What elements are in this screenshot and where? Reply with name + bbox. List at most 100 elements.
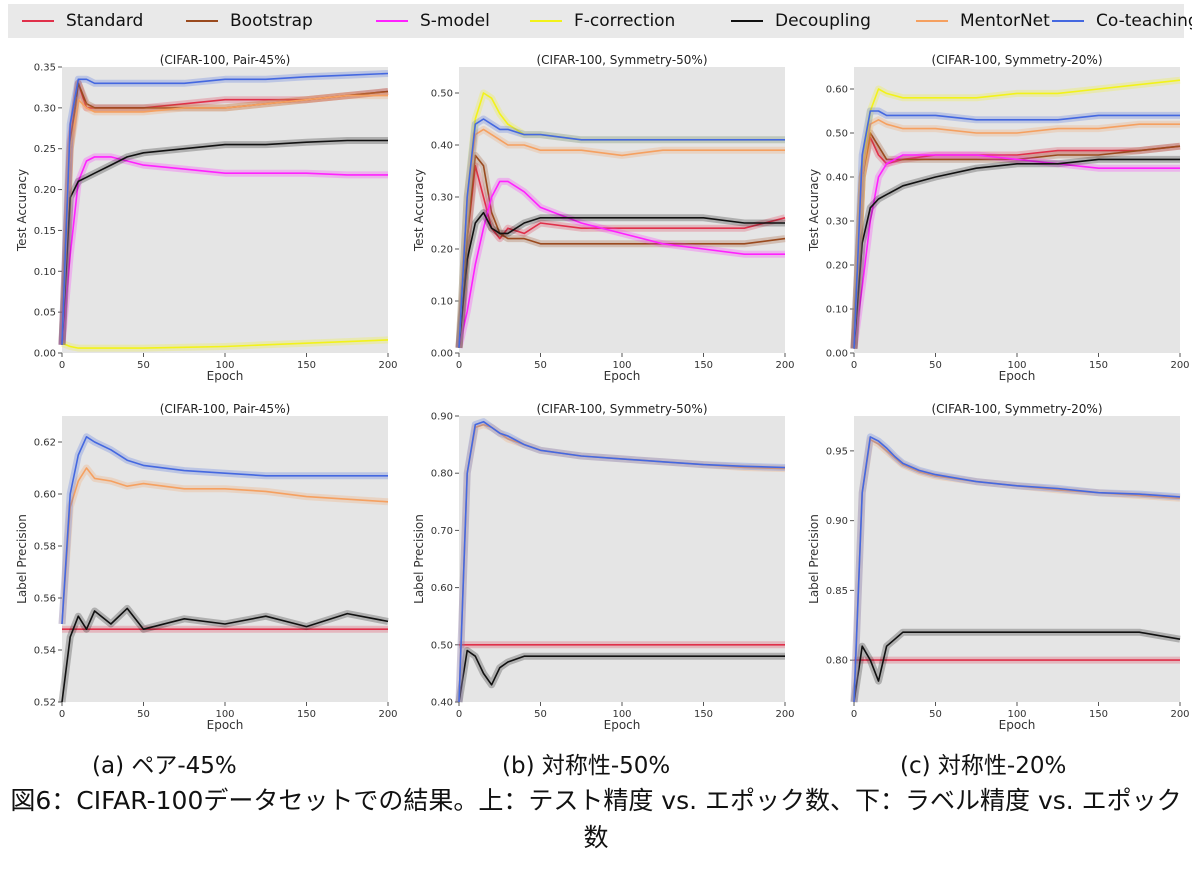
x-tick-label: 50 (929, 360, 942, 371)
chart-title: (CIFAR-100, Pair-45%) (160, 53, 291, 67)
series-line-decoupling (853, 158, 1180, 349)
legend-swatch (1052, 20, 1084, 22)
series-line-mentornet (458, 128, 785, 348)
x-tick-label: 200 (378, 360, 397, 371)
y-tick-label: 0.40 (431, 698, 453, 709)
series-line-s-model (61, 156, 388, 345)
x-tick-label: 50 (929, 709, 942, 720)
x-axis-label: Epoch (604, 718, 641, 732)
x-tick-label: 100 (612, 709, 631, 720)
y-tick-label: 0.60 (431, 583, 453, 594)
x-tick-label: 150 (1089, 360, 1108, 371)
y-tick-label: 0.35 (34, 63, 56, 74)
x-tick-label: 0 (59, 709, 65, 720)
x-tick-label: 200 (378, 709, 397, 720)
x-tick-label: 100 (612, 360, 631, 371)
chart-top-right: (CIFAR-100, Symmetry-20%) 0.00 0.10 0.20 0.3… (807, 53, 1190, 383)
x-tick-label: 150 (297, 360, 316, 371)
y-tick-label: 0.95 (826, 446, 848, 457)
series-line-decoupling (61, 139, 388, 345)
y-tick-label: 0.20 (826, 261, 848, 272)
y-tick-label: 0.20 (431, 245, 453, 256)
series-line-mentornet (61, 94, 388, 345)
legend-item-co-teaching: Co-teaching (1052, 4, 1192, 38)
plot-area (854, 67, 1180, 353)
legend-label: Standard (66, 11, 144, 31)
chart-top-left: (CIFAR-100, Pair-45%) 0.00 0.05 0.10 0.15 0.2… (15, 53, 398, 383)
series-line-mentornet (61, 467, 389, 625)
legend-label: F-correction (574, 11, 676, 31)
y-tick-label: 0.30 (34, 103, 56, 114)
legend-item-bootstrap: Bootstrap (186, 4, 313, 38)
y-tick-label: 0.62 (34, 438, 56, 449)
series-line-co-teaching (61, 72, 389, 345)
y-tick-label: 0.40 (431, 141, 453, 152)
y-tick-label: 0.30 (826, 217, 848, 228)
y-axis-label: Test Accuracy (807, 169, 821, 252)
y-tick-label: 0.00 (826, 349, 848, 360)
series-line-decoupling (61, 607, 389, 703)
x-axis-label: Epoch (207, 718, 244, 732)
y-tick-label: 0.50 (431, 640, 453, 651)
y-tick-label: 0.30 (431, 193, 453, 204)
chart-bottom-left: (CIFAR-100, Pair-45%) 0.52 0.54 0.56 0.58 0.6… (15, 402, 398, 732)
plot-area (459, 416, 785, 702)
x-tick-label: 150 (297, 709, 316, 720)
x-tick-label: 150 (694, 709, 713, 720)
x-tick-label: 50 (137, 709, 150, 720)
y-tick-label: 0.05 (34, 308, 56, 319)
x-tick-label: 200 (1170, 709, 1189, 720)
x-tick-label: 200 (1170, 360, 1189, 371)
y-tick-label: 0.52 (34, 698, 56, 709)
series-line-decoupling (853, 631, 1181, 703)
chart-title: (CIFAR-100, Symmetry-50%) (536, 402, 707, 416)
series-line-bootstrap (458, 154, 786, 348)
y-tick-label: 0.00 (34, 349, 56, 360)
x-tick-label: 0 (851, 360, 857, 371)
x-tick-label: 200 (775, 360, 794, 371)
legend-swatch (916, 20, 948, 22)
y-tick-label: 0.40 (826, 173, 848, 184)
x-tick-label: 0 (59, 360, 65, 371)
y-tick-label: 0.25 (34, 144, 56, 155)
y-tick-label: 0.60 (826, 85, 848, 96)
plot-area (62, 416, 388, 702)
legend-swatch (22, 20, 54, 22)
series-line-co-teaching (61, 435, 388, 625)
series-line-s-model (853, 154, 1180, 349)
legend: Standard Bootstrap S-model F-correction Deco… (8, 4, 1192, 38)
x-tick-label: 100 (1007, 360, 1026, 371)
y-tick-label: 0.15 (34, 226, 56, 237)
subcaption-a: (a) ペア-45% (92, 753, 237, 779)
x-tick-label: 0 (456, 360, 462, 371)
chart-top-middle: (CIFAR-100, Symmetry-50%) 0.00 0.10 0.20 0.3… (412, 53, 795, 383)
legend-label: S-model (420, 11, 490, 31)
legend-label: Decoupling (775, 11, 871, 31)
chart-title: (CIFAR-100, Symmetry-50%) (536, 53, 707, 67)
plot-area (854, 416, 1180, 702)
y-axis-label: Label Precision (412, 514, 426, 604)
x-tick-label: 0 (456, 709, 462, 720)
y-tick-label: 0.10 (34, 267, 56, 278)
y-tick-label: 0.58 (34, 542, 56, 553)
series-line-standard (458, 165, 786, 348)
y-tick-label: 0.70 (431, 526, 453, 537)
y-tick-label: 0.20 (34, 185, 56, 196)
series-line-co-teaching (853, 110, 1180, 349)
y-tick-label: 0.10 (431, 297, 453, 308)
y-tick-label: 0.90 (431, 412, 453, 423)
series-line-co-teaching (853, 436, 1181, 703)
y-tick-label: 0.56 (34, 594, 56, 605)
y-tick-label: 0.10 (826, 305, 848, 316)
x-axis-label: Epoch (999, 718, 1036, 732)
legend-swatch (186, 20, 218, 22)
y-axis-label: Test Accuracy (15, 169, 29, 252)
y-tick-label: 0.54 (34, 646, 56, 657)
y-tick-label: 0.90 (826, 516, 848, 527)
x-tick-label: 50 (534, 360, 547, 371)
x-tick-label: 0 (851, 709, 857, 720)
x-axis-label: Epoch (604, 369, 641, 383)
legend-swatch (376, 20, 408, 22)
y-tick-label: 0.80 (431, 469, 453, 480)
y-tick-label: 0.60 (34, 490, 56, 501)
